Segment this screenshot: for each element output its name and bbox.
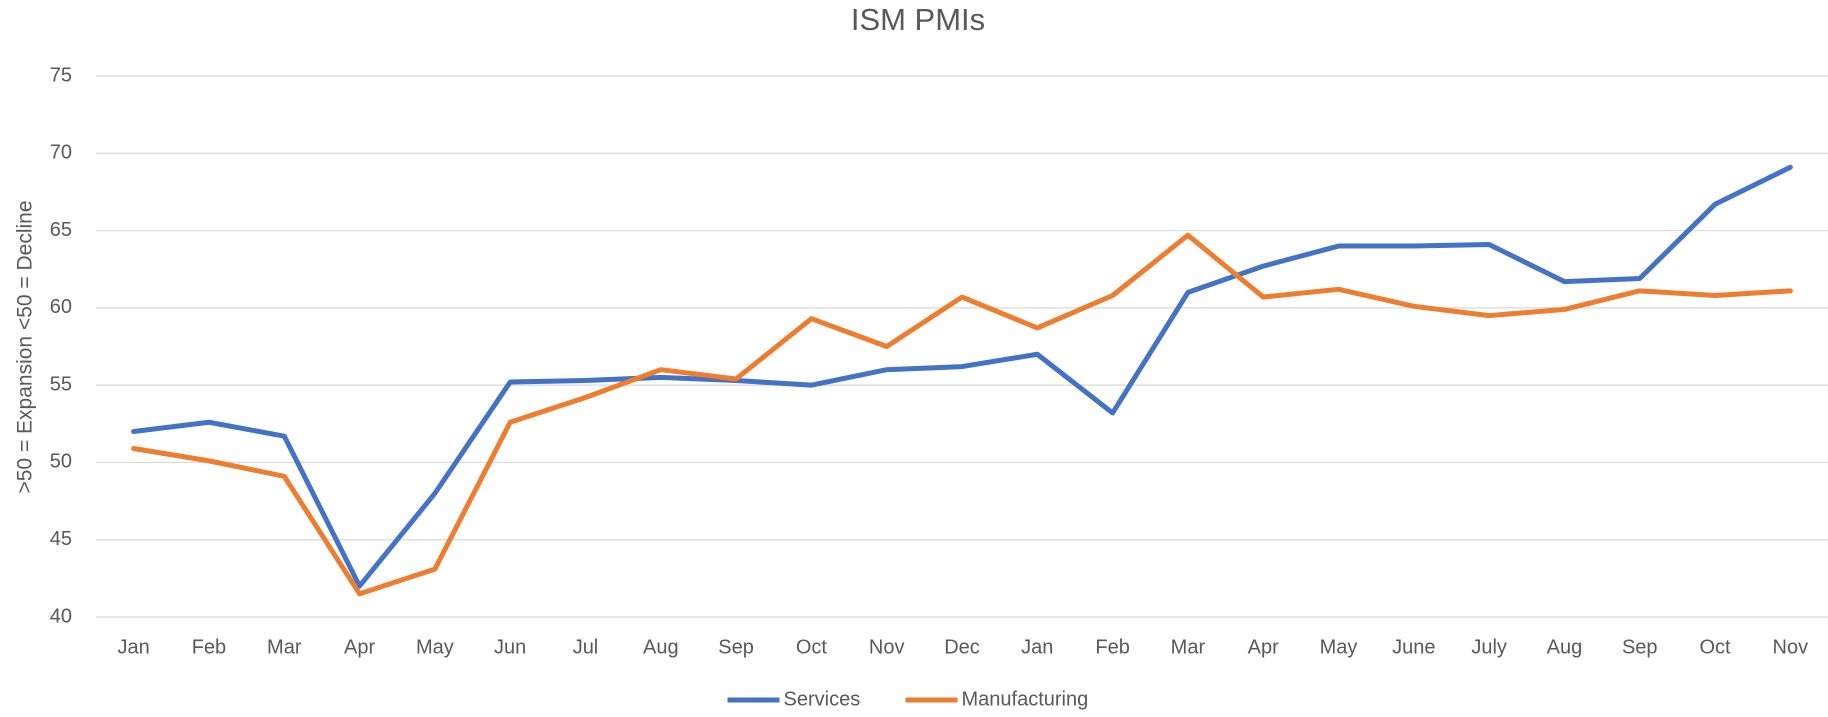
chart-title: ISM PMIs xyxy=(851,2,985,37)
x-tick-label: Mar xyxy=(1171,636,1206,658)
x-tick-label: Oct xyxy=(1699,636,1731,658)
x-tick-label: Aug xyxy=(643,636,679,658)
x-tick-label: Feb xyxy=(192,636,226,658)
x-tick-label: Oct xyxy=(796,636,828,658)
y-tick-label: 65 xyxy=(50,219,72,241)
series-line xyxy=(131,164,1793,589)
x-tick-label: Feb xyxy=(1095,636,1129,658)
legend-label: Manufacturing xyxy=(962,688,1089,710)
x-tick-label: Jan xyxy=(118,636,150,658)
x-tick-label: Apr xyxy=(1248,636,1279,658)
series-line xyxy=(131,232,1793,597)
y-tick-label: 60 xyxy=(50,296,72,318)
x-tick-label: May xyxy=(1320,636,1358,658)
x-tick-label: Sep xyxy=(1622,636,1658,658)
x-tick-label: Nov xyxy=(869,636,905,658)
x-tick-label: Mar xyxy=(267,636,302,658)
x-tick-label: July xyxy=(1471,636,1507,658)
x-tick-label: Aug xyxy=(1547,636,1583,658)
y-axis-label: >50 = Expansion <50 = Decline xyxy=(14,200,37,493)
x-tick-label: Nov xyxy=(1773,636,1809,658)
y-tick-label: 55 xyxy=(50,373,72,395)
x-tick-label: May xyxy=(416,636,454,658)
x-tick-label: June xyxy=(1392,636,1435,658)
x-tick-label: Apr xyxy=(344,636,375,658)
y-tick-label: 40 xyxy=(50,605,72,627)
x-tick-label: Dec xyxy=(944,636,980,658)
y-tick-label: 75 xyxy=(50,64,72,86)
x-tick-label: Jun xyxy=(494,636,526,658)
y-tick-label: 50 xyxy=(50,451,72,473)
x-tick-label: Jan xyxy=(1021,636,1053,658)
legend-label: Services xyxy=(784,688,861,710)
y-tick-label: 70 xyxy=(50,142,72,164)
x-tick-label: Sep xyxy=(718,636,754,658)
y-tick-label: 45 xyxy=(50,528,72,550)
x-tick-label: Jul xyxy=(573,636,599,658)
